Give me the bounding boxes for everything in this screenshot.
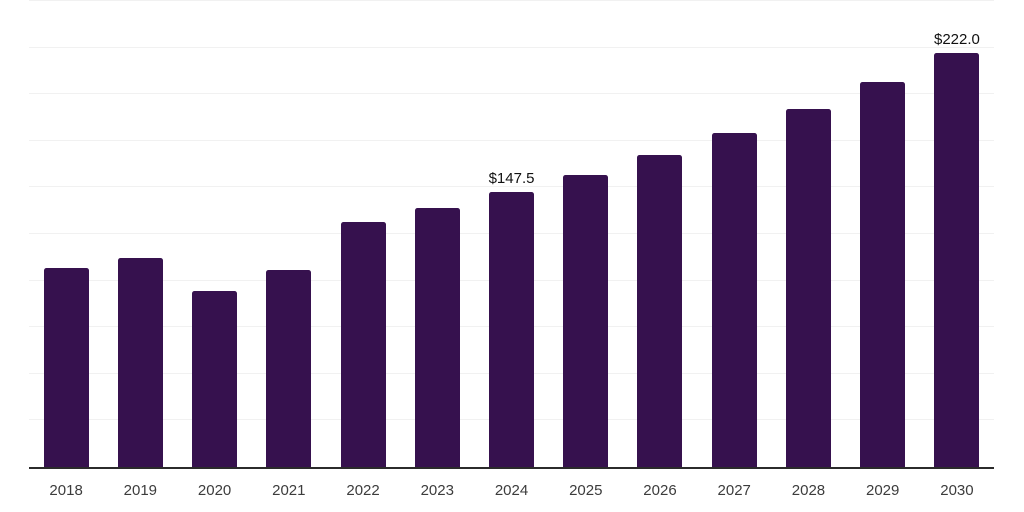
bar-slot [846,1,920,467]
bar-slot [29,1,103,467]
bar-slot [252,1,326,467]
bar-slot [697,1,771,467]
bar-2026[interactable] [637,155,683,467]
bar-2022[interactable] [340,222,386,467]
x-tick-label-2022: 2022 [346,482,380,499]
bar-2029[interactable] [860,82,906,467]
bar-2024[interactable] [489,192,535,467]
x-tick-label-2024: 2024 [494,482,529,499]
gridline [29,186,994,188]
x-tick-label-2026: 2026 [643,482,677,499]
gridline [29,46,994,48]
bar-slot [771,1,845,467]
gridline [29,139,994,141]
bar-slot [400,1,474,467]
bar-2019[interactable] [117,258,163,467]
x-tick-label-2025: 2025 [569,482,603,499]
bar-slot: $222.0 [920,1,994,467]
data-label-2024: $147.5 [488,170,535,188]
bar-slot [103,1,177,467]
bar-slot: $147.5 [474,1,548,467]
bar-2020[interactable] [192,291,238,467]
x-tick-label-2029: 2029 [866,482,900,499]
bar-slot [549,1,623,467]
x-tick-label-2021: 2021 [272,482,306,499]
gridline [29,93,994,95]
plot-area: $147.5 $222.0 [29,0,994,469]
x-axis-labels: 2018 2019 2020 2021 2022 2023 2024 2025 2026 2027… [29,480,994,502]
bar-slot [177,1,251,467]
bar-2021[interactable] [266,270,312,467]
x-tick-label-2019: 2019 [123,482,158,499]
x-tick-label-2018: 2018 [49,482,83,499]
x-tick-label-2027: 2027 [717,482,751,499]
bar-slot [326,1,400,467]
bar-slot [623,1,697,467]
bars: $147.5 $222.0 [29,1,994,467]
bar-2025[interactable] [563,174,609,467]
x-tick-label-2023: 2023 [420,482,454,499]
gridline [29,0,994,1]
x-tick-label-2030: 2030 [940,482,974,499]
x-tick-label-2028: 2028 [791,482,826,499]
x-tick-label-2020: 2020 [197,482,232,499]
data-label-2030: $222.0 [933,31,980,49]
bar-2027[interactable] [711,133,757,467]
bar-2023[interactable] [414,207,460,467]
bar-2030[interactable] [934,53,980,467]
bar-2028[interactable] [785,109,831,467]
bar-2018[interactable] [43,267,89,467]
